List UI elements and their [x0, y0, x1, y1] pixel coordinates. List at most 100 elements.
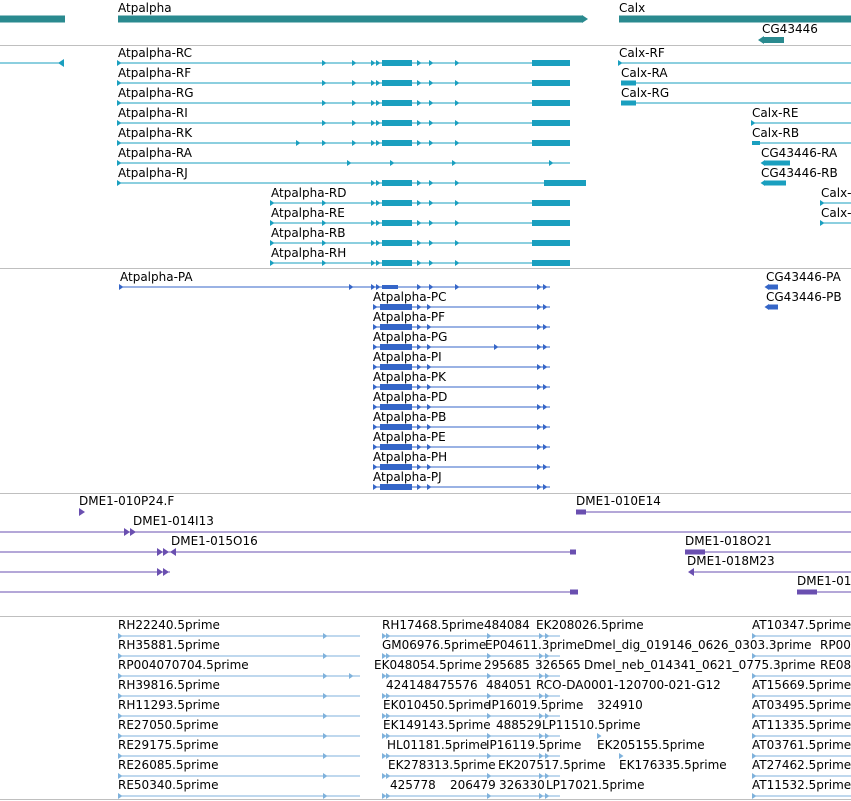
gene-label[interactable]: Calx — [619, 1, 646, 15]
transcript-label[interactable]: Calx- — [821, 186, 851, 200]
est-label[interactable]: EP04611.3prime — [485, 638, 585, 652]
est-label[interactable]: RH39816.5prime — [118, 678, 220, 692]
protein-label[interactable]: Atpalpha-PI — [373, 350, 442, 364]
protein-label[interactable]: CG43446-PB — [766, 290, 842, 304]
protein-label[interactable]: CG43446-PA — [766, 270, 841, 284]
est-label[interactable]: GM06976.5prime — [382, 638, 487, 652]
est-label[interactable]: EK208026.5prime — [536, 618, 644, 632]
transcript-label[interactable]: Atpalpha-RB — [271, 226, 346, 240]
exon-box — [768, 284, 778, 290]
est-label[interactable]: Dmel_dig_019146_0626_0303.3prime — [584, 638, 812, 652]
est-label[interactable]: IP16019.5prime — [488, 698, 584, 712]
transcript-label[interactable]: Calx-RF — [619, 46, 665, 60]
transcript-label[interactable]: Atpalpha-RJ — [118, 166, 188, 180]
transcript-label[interactable]: Atpalpha-RE — [271, 206, 345, 220]
protein-label[interactable]: Atpalpha-PK — [373, 370, 447, 384]
protein-label[interactable]: Atpalpha-PD — [373, 390, 448, 404]
transcript-label[interactable]: Atpalpha-RI — [118, 106, 188, 120]
transcript-label[interactable]: Atpalpha-RC — [118, 46, 193, 60]
est-label[interactable]: 484051 — [486, 678, 532, 692]
est-label[interactable]: EK149143.5prime — [383, 718, 491, 732]
transcript-label[interactable]: Atpalpha-RA — [118, 146, 192, 160]
strand-arrow-right — [455, 200, 460, 206]
est-label[interactable]: RCO-DA0001-120700-021-G12 — [536, 678, 721, 692]
est-label[interactable]: 326565 — [535, 658, 581, 672]
transcript-label[interactable]: Atpalpha-RG — [118, 86, 194, 100]
est-label[interactable]: IP16119.5prime — [486, 738, 582, 752]
est-label[interactable]: RP004070704.5prime — [118, 658, 249, 672]
transcript-label[interactable]: Atpalpha-RK — [118, 126, 193, 140]
insertion-label[interactable]: DME1-010E14 — [576, 494, 661, 508]
est-label[interactable]: RH11293.5prime — [118, 698, 220, 712]
insertion-marker — [570, 589, 578, 595]
est-label[interactable]: AT03495.5prime — [752, 698, 851, 712]
protein-label[interactable]: Atpalpha-PJ — [373, 470, 442, 484]
transcript-label[interactable]: CG43446-RB — [761, 166, 838, 180]
est-label[interactable]: 425778 — [390, 778, 436, 792]
insertion-label[interactable]: DME1-018M23 — [687, 554, 775, 568]
protein-label[interactable]: Atpalpha-PC — [373, 290, 447, 304]
est-label[interactable]: RE08 — [820, 658, 851, 672]
est-label[interactable]: RE29175.5prime — [118, 738, 219, 752]
est-label[interactable]: 324910 — [597, 698, 643, 712]
est-label[interactable]: 488529 — [496, 718, 542, 732]
est-label[interactable]: RH17468.5prime — [382, 618, 484, 632]
exon-box — [382, 80, 412, 86]
protein-label[interactable]: Atpalpha-PB — [373, 410, 447, 424]
insertion-label[interactable]: DME1-015O16 — [171, 534, 258, 548]
est-label[interactable]: EK010450.5prime — [383, 698, 491, 712]
est-label[interactable]: AT11335.5prime — [752, 718, 851, 732]
est-label[interactable]: AT11532.5prime — [752, 778, 851, 792]
est-label[interactable]: AT27462.5prime — [752, 758, 851, 772]
est-label[interactable]: RE50340.5prime — [118, 778, 219, 792]
transcript-label[interactable]: Atpalpha-RH — [271, 246, 347, 260]
est-label[interactable]: RH35881.5prime — [118, 638, 220, 652]
est-label[interactable]: EK205155.5prime — [597, 738, 705, 752]
gene-label[interactable]: CG43446 — [762, 22, 818, 36]
est-label[interactable]: EK278313.5prime — [388, 758, 496, 772]
transcript-label[interactable]: Atpalpha-RD — [271, 186, 347, 200]
est-label[interactable]: LP11510.5prime — [542, 718, 641, 732]
est-label[interactable]: AT15669.5prime — [752, 678, 851, 692]
est-label[interactable]: HL01181.5prime — [387, 738, 488, 752]
exon-box — [380, 484, 412, 490]
protein-label[interactable]: Atpalpha-PG — [373, 330, 448, 344]
est-label[interactable]: Dmel_neb_014341_0621_0775.3prime — [584, 658, 816, 672]
transcript-label[interactable]: Calx- — [821, 206, 851, 220]
protein-label[interactable]: Atpalpha-PA — [120, 270, 193, 284]
transcript-label[interactable]: Calx-RB — [752, 126, 800, 140]
strand-arrow-right — [376, 80, 381, 86]
est-label[interactable]: LP17021.5prime — [546, 778, 645, 792]
insertion-label[interactable]: DME1-01 — [797, 574, 851, 588]
est-label[interactable]: EK176335.5prime — [619, 758, 727, 772]
insertion-label[interactable]: DME1-018O21 — [685, 534, 772, 548]
est-label[interactable]: EK207517.5prime — [498, 758, 606, 772]
est-label[interactable]: 295685 — [484, 658, 530, 672]
transcript-label[interactable]: Calx-RA — [621, 66, 668, 80]
est-label[interactable]: AT03761.5prime — [752, 738, 851, 752]
est-label[interactable]: 424148475576 — [386, 678, 478, 692]
transcript-label[interactable]: Calx-RE — [752, 106, 799, 120]
insertion-label[interactable]: DME1-010P24.F — [79, 494, 175, 508]
est-label[interactable]: RE26085.5prime — [118, 758, 219, 772]
insertion-label[interactable]: DME1-014I13 — [133, 514, 214, 528]
strand-arrow-left — [760, 180, 765, 186]
gene-label[interactable]: Atpalpha — [118, 1, 172, 15]
protein-label[interactable]: Atpalpha-PE — [373, 430, 446, 444]
transcript-label[interactable]: Calx-RG — [621, 86, 670, 100]
est-label[interactable]: RE27050.5prime — [118, 718, 219, 732]
est-label[interactable]: RH22240.5prime — [118, 618, 220, 632]
exon-box — [532, 220, 570, 226]
est-label[interactable]: 484084 — [484, 618, 530, 632]
est-label[interactable]: RP00 — [820, 638, 851, 652]
est-label[interactable]: 326330 — [499, 778, 545, 792]
exon-box — [532, 200, 570, 206]
strand-arrow-right — [417, 260, 422, 266]
est-label[interactable]: 206479 — [450, 778, 496, 792]
transcript-label[interactable]: CG43446-RA — [761, 146, 838, 160]
est-label[interactable]: EK048054.5prime — [374, 658, 482, 672]
protein-label[interactable]: Atpalpha-PF — [373, 310, 446, 324]
protein-label[interactable]: Atpalpha-PH — [373, 450, 448, 464]
est-label[interactable]: AT10347.5prime — [752, 618, 851, 632]
transcript-label[interactable]: Atpalpha-RF — [118, 66, 192, 80]
